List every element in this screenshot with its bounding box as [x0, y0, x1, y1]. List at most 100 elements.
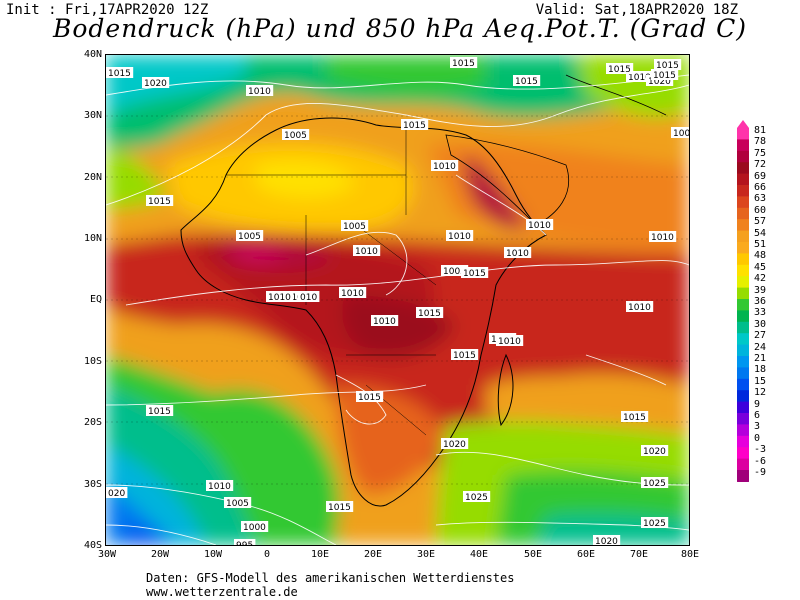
legend-value: 18 — [754, 364, 767, 376]
isobar-label: 1015 — [358, 393, 381, 403]
isobar-label-bg — [234, 539, 256, 545]
isobar-label-bg — [106, 487, 128, 498]
isobar-label: 1015 — [608, 65, 631, 75]
legend-value: 42 — [754, 273, 767, 285]
isobar-label-bg — [450, 57, 478, 68]
legend-swatch — [737, 447, 749, 459]
isobar-label-bg — [651, 69, 679, 80]
legend-value: 3 — [754, 421, 761, 433]
legend-swatch — [737, 128, 749, 140]
isobar-label: 1015 — [328, 503, 351, 513]
isobar-label-bg — [146, 195, 174, 206]
legend-value: 0 — [754, 432, 761, 444]
legend-swatch — [737, 196, 749, 209]
legend-swatch — [737, 344, 749, 357]
isobar-label-bg — [326, 501, 354, 512]
legend-swatch — [737, 470, 749, 482]
isobar-label: 1005 — [226, 499, 249, 509]
isobar-label-bg — [298, 291, 320, 302]
legend-value: 33 — [754, 307, 767, 319]
legend-swatch — [737, 310, 749, 323]
isobar-label: 1015 — [148, 407, 171, 417]
legend-value: 69 — [754, 170, 767, 182]
color-scale-legend — [737, 120, 749, 482]
legend-value: 12 — [754, 387, 767, 399]
map-area: 1020 1010 1015 1015 1005 1015 1015 1010 1015 1020… — [105, 54, 690, 546]
isobar-label: 1010 — [506, 249, 529, 259]
isobar-label: 1020 — [144, 79, 167, 89]
isobar-label: 1020 — [595, 537, 618, 545]
lat-label: 40N — [83, 49, 102, 60]
legend-value: 15 — [754, 375, 767, 387]
lon-label: 20W — [150, 549, 170, 560]
isobar-label: 1015 — [653, 71, 676, 81]
isobar-label-bg — [441, 265, 469, 276]
lat-label: 30S — [83, 479, 102, 490]
isobar-label-bg — [621, 411, 649, 422]
legend-swatch — [737, 424, 749, 437]
isobar-label: 1005 — [284, 131, 307, 141]
isobar-label-bg — [626, 71, 654, 82]
legend-swatch — [737, 264, 749, 277]
legend-swatch — [737, 356, 749, 368]
isobar-label: 995 — [236, 541, 253, 545]
legend-value: 75 — [754, 147, 767, 159]
isobar-label-bg — [371, 315, 399, 326]
isobar-label-bg — [353, 245, 381, 256]
isobar-label: 1005 — [343, 222, 366, 232]
isobar-label-bg — [671, 127, 689, 138]
isobar-label: 1010 — [498, 337, 521, 347]
isobar-label: 1020 — [643, 447, 666, 457]
legend-value: 57 — [754, 216, 767, 228]
isobar-label: 1015 — [108, 69, 131, 79]
legend-swatch — [737, 185, 749, 197]
isobar-label-bg — [441, 438, 469, 449]
isobar-label-bg — [654, 59, 682, 70]
lon-label: 20E — [363, 549, 383, 560]
isobar-label: 1010 — [248, 87, 271, 97]
isobar-label: 1010 — [268, 293, 291, 303]
legend-swatch — [737, 139, 749, 152]
legend-top-arrow — [737, 120, 749, 128]
isobar-label: 1015 — [452, 59, 475, 69]
lat-label: 20S — [83, 417, 102, 428]
isobar-label: 010 — [300, 293, 317, 303]
isobar-label: 1025 — [643, 479, 666, 489]
legend-value: 66 — [754, 182, 767, 193]
isobar-label-bg — [513, 75, 541, 86]
isobar-label: 1010 — [528, 221, 551, 231]
lat-label: 10S — [83, 356, 102, 367]
lat-label: 20N — [83, 172, 102, 183]
legend-swatch — [737, 367, 749, 380]
isobar-label-bg — [236, 230, 264, 241]
legend-swatch — [737, 435, 749, 448]
legend-swatch — [737, 173, 749, 186]
isobar-label: 1005 — [443, 267, 466, 277]
lon-label: 50E — [523, 549, 543, 560]
lon-label: 70E — [629, 549, 649, 560]
legend-swatch — [737, 321, 749, 334]
legend-value: 63 — [754, 193, 767, 205]
legend-swatch — [737, 276, 749, 288]
legend-swatch — [737, 401, 749, 414]
lat-label: EQ — [89, 294, 102, 305]
isobar-label: 1015 — [463, 269, 486, 279]
legend-value: -9 — [754, 467, 767, 478]
isobar-label: 1025 — [643, 519, 666, 529]
isobar-label-bg — [416, 307, 444, 318]
isobar-label-bg — [246, 85, 274, 96]
legend-swatch — [737, 207, 749, 220]
legend-swatch — [737, 390, 749, 402]
isobar-label-bg — [446, 230, 474, 241]
legend-value: 9 — [754, 398, 761, 410]
isobar-label-bg — [606, 63, 634, 74]
isobar-label-bg — [341, 220, 369, 231]
isobar-label: 1005 — [673, 129, 689, 139]
isobar-label-bg — [593, 535, 621, 545]
isobar-label-bg — [401, 119, 429, 130]
isobar-label: 1010 — [651, 233, 674, 243]
isobar-label: 1010 — [433, 162, 456, 172]
legend-value: 60 — [754, 204, 767, 216]
